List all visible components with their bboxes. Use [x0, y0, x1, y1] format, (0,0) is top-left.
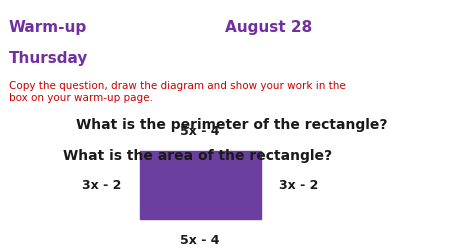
Text: 3x - 2: 3x - 2 — [82, 179, 122, 192]
Bar — [140, 151, 261, 219]
Text: 5x - 4: 5x - 4 — [180, 124, 220, 137]
Text: What is the area of the rectangle?: What is the area of the rectangle? — [63, 149, 332, 163]
Text: Thursday: Thursday — [9, 50, 88, 65]
Text: What is the perimeter of the rectangle?: What is the perimeter of the rectangle? — [76, 117, 388, 131]
Text: 3x - 2: 3x - 2 — [279, 179, 319, 192]
Text: Copy the question, draw the diagram and show your work in the
box on your warm-u: Copy the question, draw the diagram and … — [9, 81, 346, 102]
Text: 5x - 4: 5x - 4 — [180, 233, 220, 246]
Text: August 28: August 28 — [225, 20, 312, 35]
Text: Warm-up: Warm-up — [9, 20, 87, 35]
